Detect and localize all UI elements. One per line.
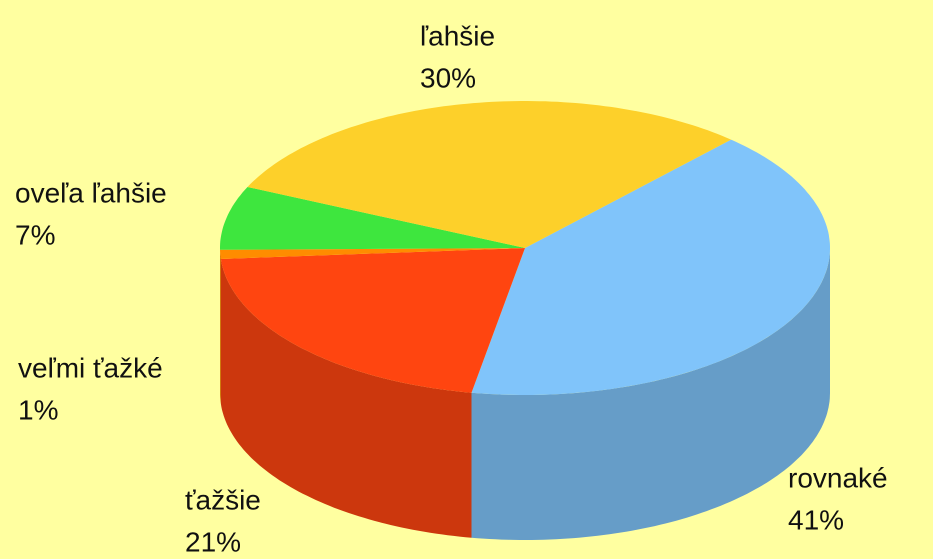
slice-side bbox=[471, 248, 830, 540]
slice-label: rovnaké bbox=[788, 462, 888, 493]
slice bbox=[220, 248, 525, 259]
slice bbox=[471, 139, 830, 395]
slice bbox=[220, 187, 525, 250]
slice-label: veľmi ťažké bbox=[18, 352, 163, 383]
slice bbox=[220, 248, 525, 393]
slice-value-label: 1% bbox=[18, 394, 58, 425]
slice-side bbox=[220, 259, 472, 538]
slice-label: ťažšie bbox=[185, 484, 261, 515]
slice-side bbox=[220, 249, 221, 404]
slice-value-label: 7% bbox=[15, 219, 55, 250]
slice bbox=[247, 101, 732, 248]
slice-label: oveľa ľahšie bbox=[15, 177, 167, 208]
slice-value-label: 30% bbox=[420, 62, 476, 93]
slice-label: ľahšie bbox=[420, 20, 495, 51]
slice-value-label: 41% bbox=[788, 504, 844, 535]
slice-value-label: 21% bbox=[185, 526, 241, 557]
